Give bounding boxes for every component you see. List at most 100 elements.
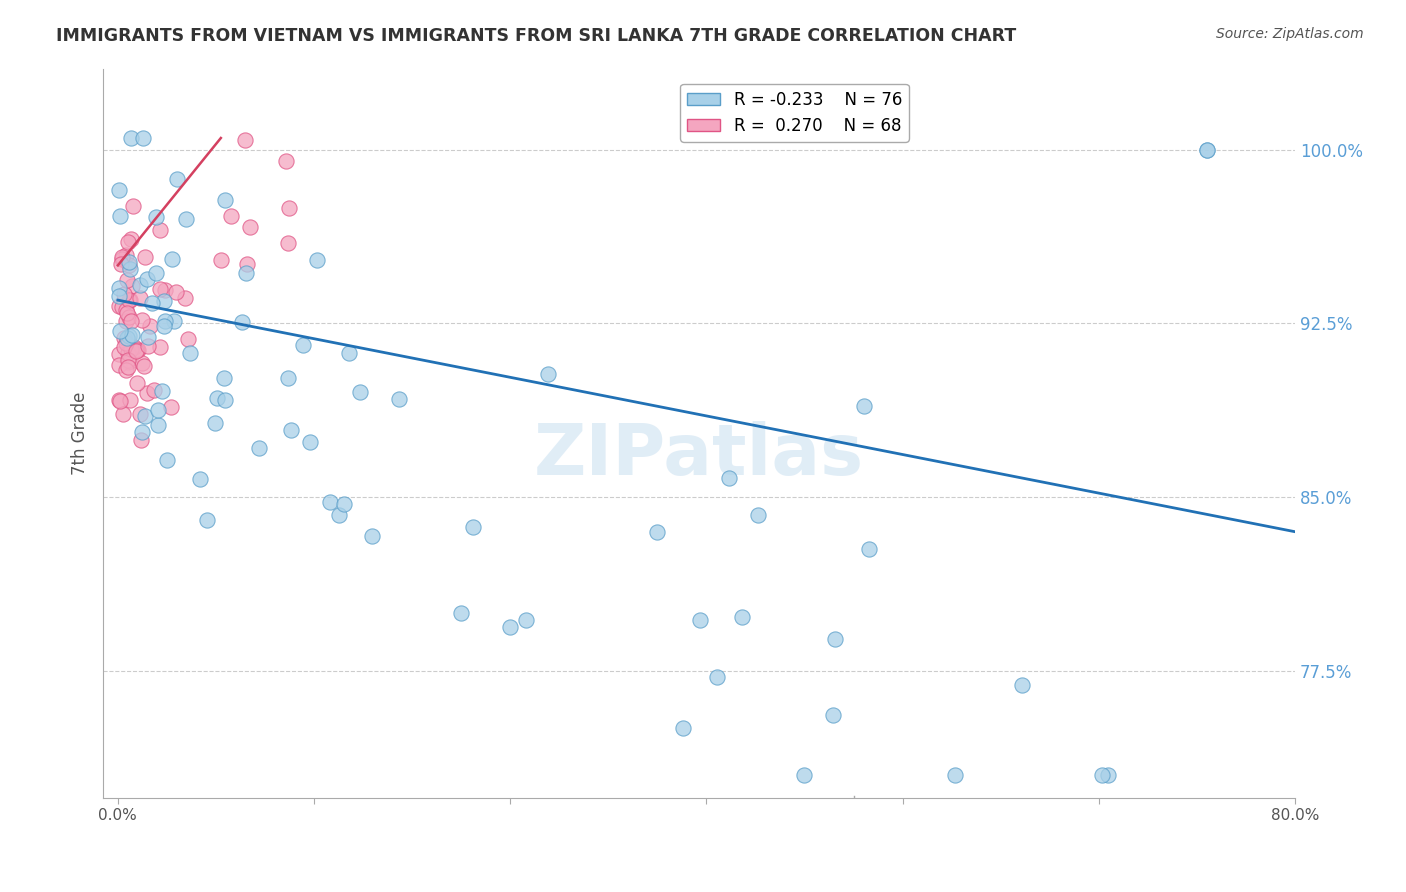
Point — [160, 252, 183, 267]
Point — [195, 513, 218, 527]
Point — [277, 235, 299, 250]
Point — [110, 209, 132, 223]
Point — [853, 399, 876, 413]
Point — [153, 283, 176, 297]
Point — [179, 346, 201, 360]
Point — [1195, 143, 1218, 157]
Point — [823, 708, 845, 723]
Point — [319, 495, 342, 509]
Point — [129, 434, 152, 448]
Point — [221, 209, 243, 223]
Point — [108, 183, 131, 197]
Point — [149, 223, 172, 237]
Point — [131, 425, 153, 439]
Point — [291, 338, 314, 352]
Point — [117, 353, 139, 368]
Point — [118, 258, 141, 272]
Point — [117, 306, 139, 320]
Point — [120, 392, 142, 407]
Point — [388, 392, 411, 406]
Point — [111, 250, 134, 264]
Point — [145, 266, 167, 280]
Point — [141, 296, 163, 310]
Point — [129, 291, 152, 305]
Point — [645, 524, 668, 539]
Point — [127, 343, 149, 357]
Point — [153, 314, 176, 328]
Point — [214, 392, 236, 407]
Point — [118, 255, 141, 269]
Point — [212, 371, 235, 385]
Point — [305, 252, 328, 267]
Point — [120, 354, 142, 368]
Text: IMMIGRANTS FROM VIETNAM VS IMMIGRANTS FROM SRI LANKA 7TH GRADE CORRELATION CHART: IMMIGRANTS FROM VIETNAM VS IMMIGRANTS FR… — [56, 27, 1017, 45]
Point — [111, 301, 134, 315]
Point — [108, 346, 131, 360]
Point — [361, 529, 384, 543]
Point — [132, 131, 155, 145]
Y-axis label: 7th Grade: 7th Grade — [72, 392, 89, 475]
Point — [1091, 768, 1114, 782]
Point — [127, 343, 149, 357]
Point — [149, 340, 172, 354]
Point — [461, 520, 484, 534]
Point — [115, 313, 138, 327]
Point — [110, 257, 132, 271]
Point — [537, 367, 560, 381]
Point — [672, 721, 695, 735]
Point — [149, 282, 172, 296]
Point — [132, 359, 155, 374]
Point — [108, 392, 131, 407]
Point — [153, 318, 176, 333]
Point — [131, 355, 153, 369]
Point — [747, 508, 769, 522]
Point — [146, 418, 169, 433]
Point — [136, 272, 159, 286]
Point — [114, 363, 136, 377]
Text: Source: ZipAtlas.com: Source: ZipAtlas.com — [1216, 27, 1364, 41]
Point — [135, 386, 157, 401]
Point — [108, 280, 131, 294]
Point — [333, 497, 356, 511]
Point — [117, 355, 139, 369]
Point — [108, 358, 131, 372]
Point — [209, 253, 232, 268]
Point — [134, 409, 156, 423]
Point — [108, 289, 131, 303]
Point — [731, 610, 754, 624]
Point — [115, 336, 138, 351]
Point — [689, 613, 711, 627]
Point — [858, 542, 880, 557]
Point — [274, 154, 297, 169]
Point — [706, 670, 728, 684]
Point — [150, 384, 173, 398]
Point — [159, 400, 181, 414]
Point — [337, 345, 360, 359]
Legend: R = -0.233    N = 76, R =  0.270    N = 68: R = -0.233 N = 76, R = 0.270 N = 68 — [681, 84, 908, 142]
Point — [188, 471, 211, 485]
Point — [134, 251, 156, 265]
Point — [793, 768, 815, 782]
Point — [111, 252, 134, 266]
Point — [235, 132, 257, 146]
Point — [129, 407, 152, 421]
Point — [277, 371, 299, 385]
Point — [165, 285, 187, 299]
Point — [280, 423, 302, 437]
Point — [125, 376, 148, 391]
Point — [118, 310, 141, 325]
Point — [120, 261, 142, 276]
Point — [112, 287, 135, 301]
Point — [152, 293, 174, 308]
Point — [238, 219, 260, 234]
Point — [145, 210, 167, 224]
Point — [1097, 768, 1119, 782]
Point — [129, 277, 152, 292]
Point — [278, 201, 301, 215]
Point — [117, 345, 139, 359]
Point — [124, 343, 146, 358]
Point — [139, 319, 162, 334]
Point — [148, 403, 170, 417]
Point — [499, 619, 522, 633]
Point — [110, 324, 132, 338]
